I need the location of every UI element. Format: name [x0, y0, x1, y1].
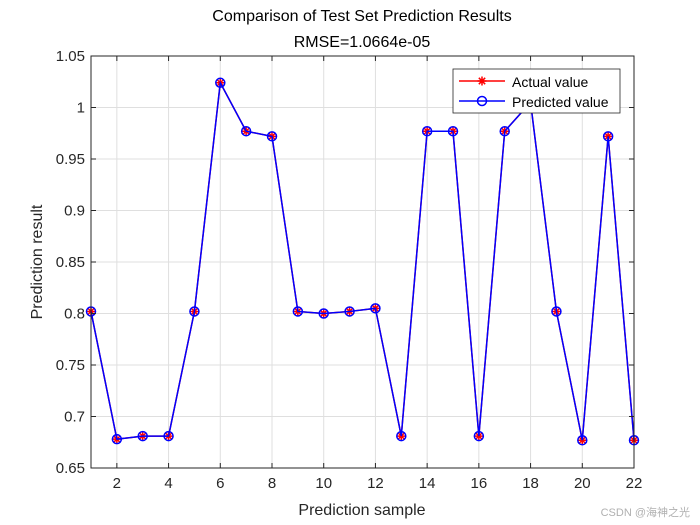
legend-label-actual: Actual value: [512, 74, 588, 90]
x-tick-label: 2: [113, 475, 121, 492]
predicted-point: [396, 430, 407, 442]
tick-labels: 2 4 6 8 10 12 14 16 18 20 22 0.65 0.7 0.75 0.8 0.85 0.9 0…: [56, 48, 643, 492]
x-tick-label: 14: [419, 475, 436, 492]
predicted-point: [215, 77, 226, 89]
legend-entries: [459, 76, 505, 107]
x-tick-label: 10: [315, 475, 332, 492]
chart-title: Comparison of Test Set Prediction Result…: [212, 8, 511, 25]
y-tick-label: 0.7: [64, 409, 85, 426]
x-axis-label: Prediction sample: [298, 502, 425, 519]
predicted-point: [602, 131, 614, 142]
y-tick-label: 0.9: [64, 203, 85, 220]
predicted-point: [421, 125, 433, 137]
ticks: [91, 55, 635, 469]
y-tick-label: 1: [77, 100, 85, 117]
predicted-point: [577, 434, 588, 446]
x-tick-label: 8: [268, 475, 276, 492]
y-tick-label: 0.85: [56, 254, 85, 271]
legend-marker-predicted: [476, 95, 488, 107]
y-tick-label: 0.8: [64, 306, 85, 323]
predicted-point: [111, 433, 123, 445]
predicted-point: [473, 430, 485, 442]
predicted-point: [551, 306, 562, 317]
y-tick-label: 0.95: [56, 151, 85, 168]
legend-marker-actual: [477, 76, 487, 86]
x-tick-label: 22: [626, 475, 643, 492]
predicted-point: [189, 306, 200, 317]
x-tick-label: 6: [216, 475, 224, 492]
predicted-point: [163, 430, 174, 442]
watermark: CSDN @海神之光: [601, 505, 690, 519]
predicted-point: [266, 131, 278, 142]
predicted-point: [344, 306, 355, 317]
y-tick-label: 0.75: [56, 357, 85, 374]
legend-label-predicted: Predicted value: [512, 94, 609, 110]
predicted-point: [137, 430, 148, 442]
chart-subtitle: RMSE=1.0664e-05: [294, 34, 431, 51]
predicted-point: [499, 125, 510, 137]
predicted-point: [370, 303, 381, 314]
y-axis-label: Prediction result: [29, 204, 46, 319]
predicted-line: [90, 80, 635, 441]
x-tick-label: 12: [367, 475, 384, 492]
x-tick-label: 20: [574, 475, 591, 492]
predicted-point: [318, 308, 329, 319]
y-tick-label: 0.65: [56, 460, 85, 477]
x-tick-label: 4: [164, 475, 172, 492]
predicted-point: [447, 125, 459, 137]
x-tick-label: 16: [471, 475, 488, 492]
x-tick-label: 18: [522, 475, 539, 492]
predicted-point: [292, 306, 304, 317]
predicted-point: [240, 125, 252, 137]
legend: Actual value Predicted value: [452, 68, 621, 114]
y-tick-label: 1.05: [56, 48, 85, 65]
